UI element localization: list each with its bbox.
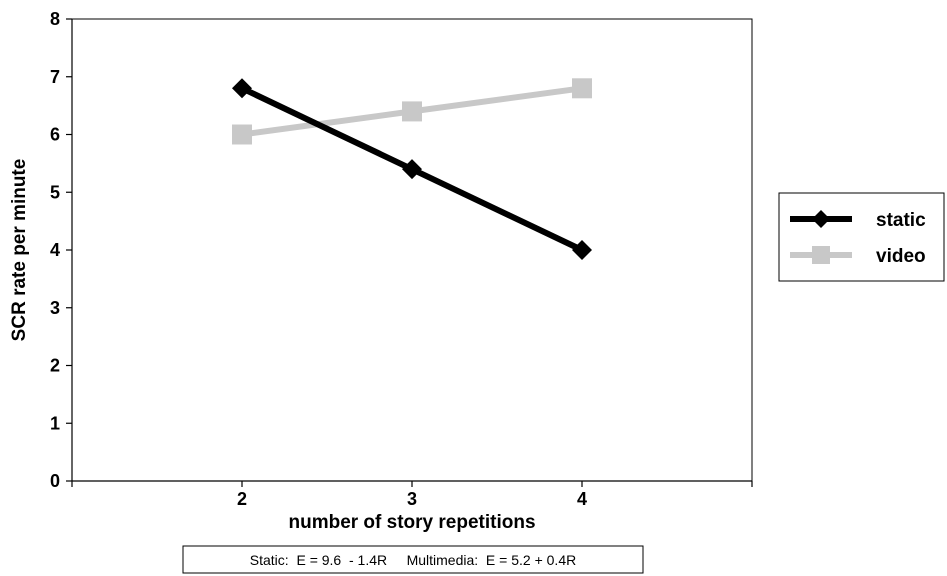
legend-marker-static	[812, 210, 830, 228]
data-point-video	[572, 78, 592, 99]
y-tick-label: 4	[50, 240, 60, 260]
legend: static video	[778, 192, 945, 282]
x-tick-label: 2	[237, 489, 247, 509]
x-tick-label: 3	[407, 489, 417, 509]
legend-label-video: video	[876, 246, 926, 267]
data-point-static	[572, 240, 592, 260]
y-tick-label: 8	[50, 9, 60, 29]
data-point-static	[402, 159, 422, 180]
y-tick-label: 3	[50, 298, 60, 318]
equation-box	[182, 545, 644, 574]
y-tick-label: 6	[50, 125, 60, 145]
y-tick-label: 5	[50, 182, 60, 202]
series-video	[232, 78, 592, 145]
x-axis-ticks: 2 3 4	[71, 481, 753, 509]
data-point-static	[232, 78, 252, 99]
y-axis-title: SCR rate per minute	[9, 159, 30, 342]
x-axis-title: number of story repetitions	[288, 512, 535, 533]
x-tick-label: 4	[577, 489, 587, 509]
data-point-video	[232, 124, 252, 145]
y-axis-ticks: 0 1 2 3 4 5 6 7 8	[50, 9, 72, 491]
equation-text: Static: E = 9.6 - 1.4R Multimedia: E = 5…	[250, 552, 576, 568]
legend-marker-video	[812, 246, 830, 264]
y-tick-label: 1	[50, 413, 60, 433]
legend-box	[778, 192, 945, 282]
series-static	[232, 78, 592, 260]
legend-label-static: static	[876, 210, 926, 231]
plot-area	[71, 18, 753, 482]
series-layer	[232, 78, 592, 260]
y-tick-label: 2	[50, 356, 60, 376]
y-tick-label: 7	[50, 67, 60, 87]
y-tick-label: 0	[50, 471, 60, 491]
data-point-video	[402, 101, 422, 122]
